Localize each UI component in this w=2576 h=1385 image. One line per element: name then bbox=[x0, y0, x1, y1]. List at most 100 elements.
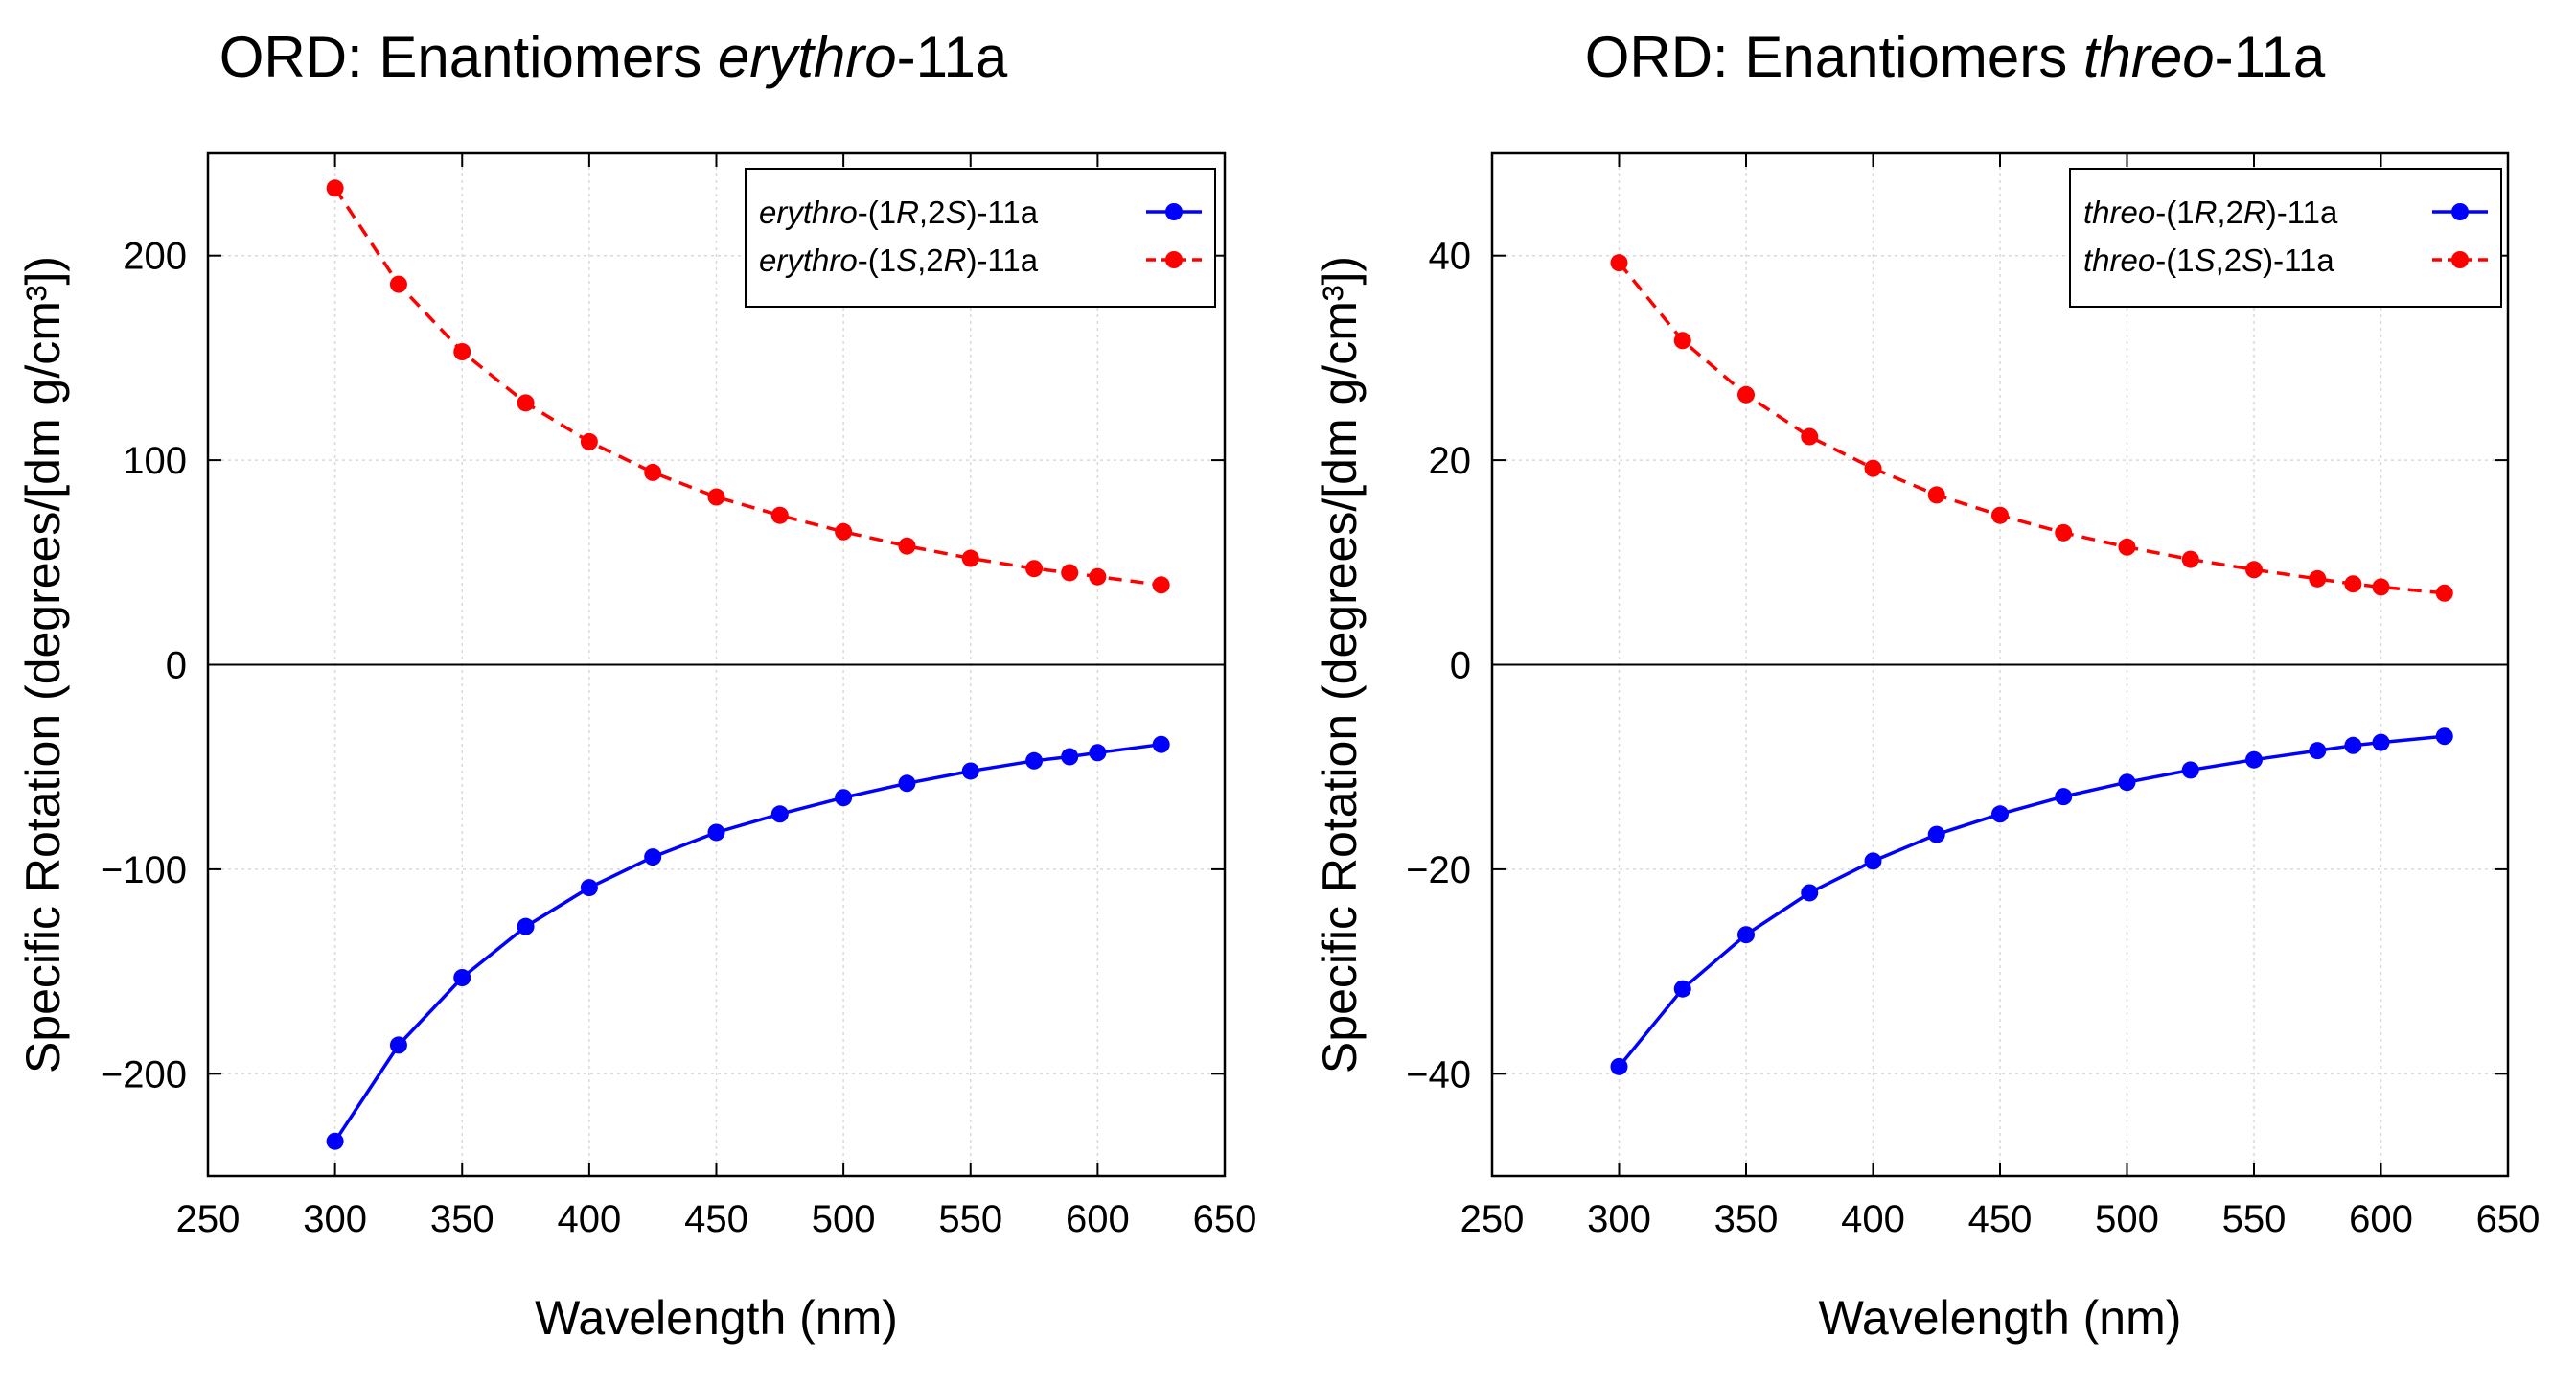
data-point bbox=[1991, 506, 2009, 524]
chart-erythro: ORD: Enantiomers erythro-11a 250 300 350 40… bbox=[16, 25, 1256, 1345]
x-tick-label: 400 bbox=[558, 1198, 622, 1240]
data-point bbox=[961, 762, 979, 780]
data-point bbox=[1927, 486, 1945, 504]
series-line bbox=[1618, 262, 2445, 595]
chart-threo: ORD: Enantiomers threo-11a 250 300 350 400 4… bbox=[1313, 25, 2540, 1345]
data-point bbox=[1152, 576, 1170, 594]
data-point bbox=[1864, 852, 1882, 870]
data-point bbox=[1927, 825, 1945, 843]
legend-entry-label: threo-(1S,2S)-11a bbox=[2083, 242, 2334, 278]
data-point bbox=[2118, 773, 2136, 792]
legend-swatch-marker bbox=[2451, 251, 2469, 268]
data-point bbox=[2435, 584, 2453, 602]
data-point bbox=[1673, 332, 1691, 350]
data-point bbox=[517, 394, 535, 412]
data-point bbox=[1737, 926, 1755, 944]
data-point bbox=[770, 506, 789, 524]
data-point bbox=[707, 823, 725, 842]
legend-swatch-marker bbox=[2451, 203, 2469, 220]
x-tick-label: 350 bbox=[1714, 1198, 1779, 1240]
data-point bbox=[835, 789, 853, 807]
x-axis-label: Wavelength (nm) bbox=[535, 1291, 898, 1345]
data-point bbox=[835, 522, 853, 541]
data-point bbox=[517, 917, 535, 935]
data-point bbox=[707, 488, 725, 506]
data-point bbox=[1673, 980, 1691, 998]
data-point bbox=[1089, 744, 1107, 762]
data-point bbox=[1025, 560, 1044, 578]
x-tick-label: 450 bbox=[684, 1198, 748, 1240]
chart-title: ORD: Enantiomers threo-11a bbox=[1585, 25, 2326, 89]
data-point bbox=[1152, 735, 1170, 753]
x-axis-label: Wavelength (nm) bbox=[1819, 1291, 2182, 1345]
data-point bbox=[1061, 748, 1079, 766]
y-tick-label: 20 bbox=[1429, 440, 1472, 482]
x-tick-label: 600 bbox=[2349, 1198, 2413, 1240]
legend-entry-label: erythro-(1S,2R)-11a bbox=[759, 242, 1039, 278]
legend-entry-label: threo-(1R,2R)-11a bbox=[2083, 195, 2338, 230]
legend-box bbox=[745, 168, 1216, 308]
data-point bbox=[1991, 805, 2009, 823]
y-tick-label: 100 bbox=[123, 440, 187, 482]
data-point bbox=[453, 342, 472, 360]
x-tick-label: 300 bbox=[1587, 1198, 1651, 1240]
data-point bbox=[644, 463, 662, 481]
data-point bbox=[389, 275, 407, 293]
y-axis-label: Specific Rotation (degrees/[dm g/cm³]) bbox=[16, 256, 70, 1073]
x-tick-label: 450 bbox=[1968, 1198, 2033, 1240]
x-tick-label: 550 bbox=[2222, 1198, 2287, 1240]
data-point bbox=[1864, 459, 1882, 477]
legend-box bbox=[2069, 168, 2502, 308]
data-point bbox=[580, 432, 598, 450]
legend-swatch-marker bbox=[1165, 251, 1183, 268]
data-point bbox=[2309, 742, 2327, 760]
x-tick-label: 600 bbox=[1066, 1198, 1130, 1240]
y-tick-label: −200 bbox=[101, 1053, 187, 1096]
x-tick-label: 500 bbox=[812, 1198, 876, 1240]
legend-swatch-marker bbox=[1165, 203, 1183, 220]
data-point bbox=[2055, 523, 2073, 542]
y-tick-label: 0 bbox=[1450, 645, 1471, 687]
data-point bbox=[1025, 751, 1044, 770]
data-point bbox=[389, 1036, 407, 1054]
data-point bbox=[1610, 1057, 1628, 1075]
data-point bbox=[2372, 733, 2390, 751]
data-point bbox=[326, 1132, 344, 1150]
legend-entry-label: erythro-(1R,2S)-11a bbox=[759, 195, 1039, 230]
y-axis-label: Specific Rotation (degrees/[dm g/cm³]) bbox=[1313, 256, 1367, 1073]
y-tick-label: −20 bbox=[1406, 849, 1471, 891]
x-tick-label: 650 bbox=[2476, 1198, 2541, 1240]
data-point bbox=[898, 774, 916, 793]
y-tick-label: 0 bbox=[166, 645, 187, 687]
data-point bbox=[2372, 578, 2390, 596]
data-point bbox=[644, 848, 662, 866]
x-tick-label: 300 bbox=[303, 1198, 367, 1240]
y-tick-label: −40 bbox=[1406, 1053, 1471, 1096]
x-tick-label: 650 bbox=[1193, 1198, 1257, 1240]
data-point bbox=[1089, 567, 1107, 586]
data-point bbox=[770, 805, 789, 823]
data-point bbox=[2309, 569, 2327, 588]
data-point bbox=[2181, 550, 2199, 568]
x-tick-label: 250 bbox=[176, 1198, 241, 1240]
x-tick-label: 550 bbox=[938, 1198, 1002, 1240]
x-tick-label: 350 bbox=[430, 1198, 494, 1240]
data-point bbox=[1801, 884, 1819, 902]
series-line bbox=[334, 742, 1162, 1143]
data-point bbox=[326, 179, 344, 197]
x-tick-label: 500 bbox=[2095, 1198, 2159, 1240]
data-point bbox=[2245, 561, 2263, 579]
x-tick-label: 400 bbox=[1841, 1198, 1905, 1240]
data-point bbox=[2245, 750, 2263, 769]
data-point bbox=[898, 537, 916, 555]
data-point bbox=[1061, 564, 1079, 582]
data-point bbox=[1610, 254, 1628, 272]
y-tick-label: 40 bbox=[1429, 236, 1472, 278]
y-tick-label: −100 bbox=[101, 849, 187, 891]
data-point bbox=[2181, 761, 2199, 779]
data-point bbox=[2344, 575, 2362, 593]
data-point bbox=[1737, 385, 1755, 404]
data-point bbox=[2344, 736, 2362, 754]
data-point bbox=[453, 969, 472, 987]
